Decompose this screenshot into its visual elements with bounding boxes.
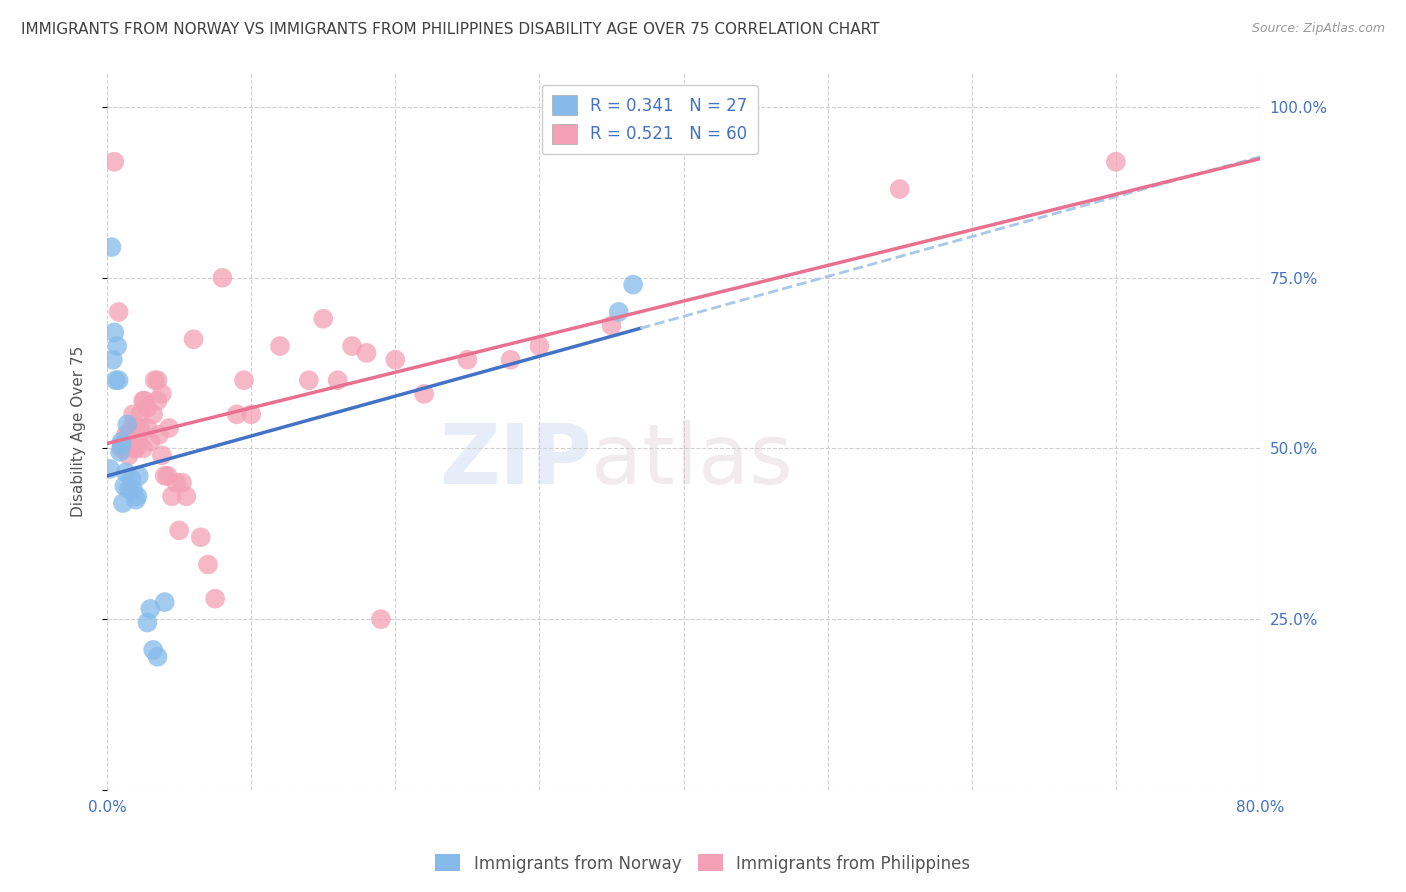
Point <box>142 643 165 657</box>
Point <box>108 445 131 459</box>
Legend: Immigrants from Norway, Immigrants from Philippines: Immigrants from Norway, Immigrants from … <box>429 847 977 880</box>
Point <box>128 434 150 449</box>
Point <box>370 612 392 626</box>
Point <box>127 489 149 503</box>
Point <box>121 472 143 486</box>
Point <box>146 649 169 664</box>
Point <box>326 373 349 387</box>
Point <box>160 489 183 503</box>
Point <box>269 339 291 353</box>
Point <box>125 492 148 507</box>
Point <box>134 393 156 408</box>
Point <box>298 373 321 387</box>
Point <box>529 339 551 353</box>
Point <box>104 373 127 387</box>
Point <box>122 408 145 422</box>
Point <box>121 421 143 435</box>
Text: atlas: atlas <box>592 419 793 500</box>
Point <box>157 421 180 435</box>
Point <box>105 339 128 353</box>
Point <box>889 182 911 196</box>
Point <box>103 326 125 340</box>
Point <box>114 427 136 442</box>
Point <box>148 427 170 442</box>
Point <box>110 442 132 456</box>
Point <box>150 387 173 401</box>
Point <box>1105 154 1128 169</box>
Point <box>118 483 141 497</box>
Point <box>312 311 335 326</box>
Point <box>112 479 135 493</box>
Point <box>124 442 146 456</box>
Point <box>240 408 263 422</box>
Point <box>110 438 132 452</box>
Point <box>211 270 233 285</box>
Point <box>165 475 187 490</box>
Point <box>621 277 644 292</box>
Point <box>112 442 135 456</box>
Point <box>136 421 159 435</box>
Point <box>103 154 125 169</box>
Point <box>132 393 155 408</box>
Point <box>607 305 630 319</box>
Text: Source: ZipAtlas.com: Source: ZipAtlas.com <box>1251 22 1385 36</box>
Point <box>167 524 190 538</box>
Point <box>143 373 166 387</box>
Point <box>122 427 145 442</box>
Point <box>356 346 378 360</box>
Point <box>101 352 124 367</box>
Point <box>340 339 363 353</box>
Point <box>153 595 176 609</box>
Point <box>139 434 162 449</box>
Point <box>190 530 212 544</box>
Point <box>150 448 173 462</box>
Point <box>129 421 152 435</box>
Point <box>142 408 165 422</box>
Point <box>129 408 152 422</box>
Point <box>117 417 139 432</box>
Point <box>107 305 129 319</box>
Point <box>146 373 169 387</box>
Point <box>225 408 247 422</box>
Point <box>100 240 122 254</box>
Point <box>107 373 129 387</box>
Point <box>98 462 121 476</box>
Point <box>125 421 148 435</box>
Point <box>204 591 226 606</box>
Point <box>176 489 198 503</box>
Point <box>153 468 176 483</box>
Point <box>456 352 478 367</box>
Point <box>183 332 205 346</box>
Point <box>156 468 179 483</box>
Point <box>136 401 159 415</box>
Point <box>146 393 169 408</box>
Point <box>118 448 141 462</box>
Text: ZIP: ZIP <box>439 419 592 500</box>
Point <box>114 466 136 480</box>
Point <box>170 475 193 490</box>
Point <box>600 318 623 333</box>
Point <box>125 442 148 456</box>
Point <box>128 468 150 483</box>
Text: IMMIGRANTS FROM NORWAY VS IMMIGRANTS FROM PHILIPPINES DISABILITY AGE OVER 75 COR: IMMIGRANTS FROM NORWAY VS IMMIGRANTS FRO… <box>21 22 880 37</box>
Point <box>384 352 406 367</box>
Point <box>197 558 219 572</box>
Point <box>139 602 162 616</box>
Point <box>136 615 159 630</box>
Point <box>122 483 145 497</box>
Point <box>132 442 155 456</box>
Point <box>233 373 256 387</box>
Point <box>118 427 141 442</box>
Point <box>413 387 436 401</box>
Y-axis label: Disability Age Over 75: Disability Age Over 75 <box>72 346 86 517</box>
Point <box>499 352 522 367</box>
Point <box>111 496 134 510</box>
Legend: R = 0.341   N = 27, R = 0.521   N = 60: R = 0.341 N = 27, R = 0.521 N = 60 <box>541 85 758 154</box>
Point <box>110 434 132 449</box>
